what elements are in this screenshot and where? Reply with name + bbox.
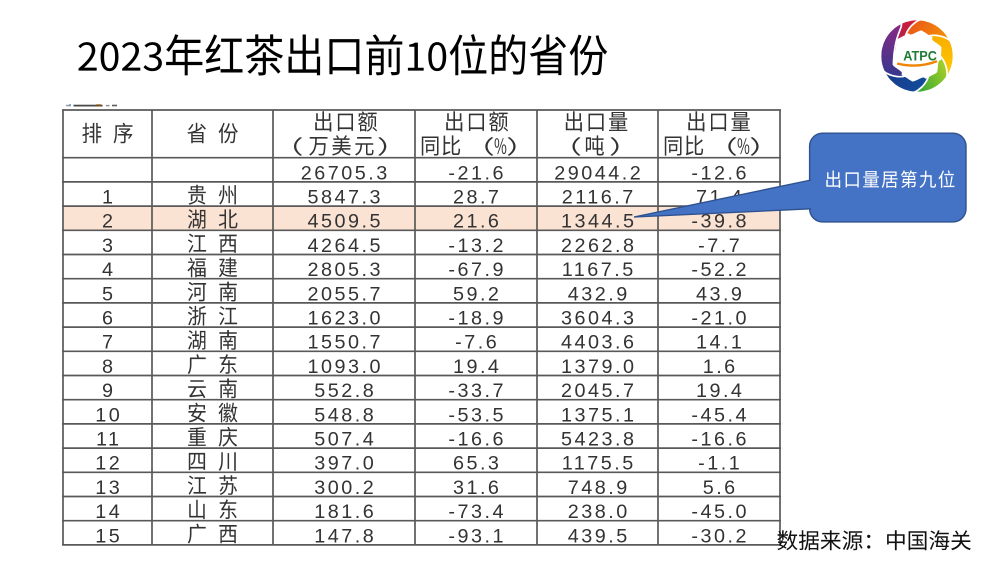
svg-text:-16.6: -16.6 [448,429,506,451]
svg-text:31.6: 31.6 [453,477,502,499]
svg-text:29044.2: 29044.2 [554,162,643,184]
svg-text:300.2: 300.2 [314,477,376,499]
svg-text:5423.8: 5423.8 [561,429,637,451]
svg-text:5.6: 5.6 [703,477,738,499]
svg-text:-21.0: -21.0 [691,308,749,330]
svg-text:-7.6: -7.6 [455,332,499,354]
svg-text:9: 9 [102,380,116,402]
svg-text:-13.2: -13.2 [448,235,506,257]
svg-text:238.0: 238.0 [568,501,630,523]
svg-text:15: 15 [95,525,122,547]
svg-text:-16.6: -16.6 [691,429,749,451]
svg-text:ATPC: ATPC [903,49,937,65]
svg-text:-45.0: -45.0 [691,501,749,523]
svg-text:1.6: 1.6 [703,356,738,378]
svg-text:4509.5: 4509.5 [307,211,383,233]
svg-text:5: 5 [102,283,116,305]
svg-text:4: 4 [102,259,116,281]
svg-text:10: 10 [95,404,122,426]
svg-text:7: 7 [102,332,116,354]
svg-text:65.3: 65.3 [453,453,502,475]
svg-text:4264.5: 4264.5 [307,235,383,257]
svg-text:11: 11 [96,429,122,451]
svg-text:1623.0: 1623.0 [307,308,383,330]
svg-text:43.9: 43.9 [696,283,745,305]
svg-text:1344.5: 1344.5 [561,211,637,233]
svg-text:2805.3: 2805.3 [307,259,383,281]
svg-text:5847.3: 5847.3 [307,187,383,209]
svg-text:4403.6: 4403.6 [561,332,637,354]
svg-text:548.8: 548.8 [314,404,376,426]
svg-text:-53.5: -53.5 [448,404,506,426]
svg-text:1375.1: 1375.1 [561,404,637,426]
svg-text:13: 13 [95,477,122,499]
svg-text:-67.9: -67.9 [448,259,506,281]
svg-text:3: 3 [102,235,116,257]
svg-text:2: 2 [102,211,116,233]
svg-text:1167.5: 1167.5 [562,259,636,281]
svg-text:181.6: 181.6 [314,501,376,523]
svg-text:-30.2: -30.2 [691,525,749,547]
svg-text:2045.7: 2045.7 [561,380,637,402]
svg-text:-18.9: -18.9 [448,308,506,330]
svg-text:14.1: 14.1 [696,332,745,354]
svg-text:-12.6: -12.6 [691,162,749,184]
svg-text:1: 1 [102,187,116,209]
svg-text:28.7: 28.7 [453,187,502,209]
svg-text:2262.8: 2262.8 [561,235,637,257]
svg-text:-39.8: -39.8 [691,211,749,233]
svg-text:14: 14 [95,501,122,523]
svg-text:3604.3: 3604.3 [561,308,637,330]
svg-text:1550.7: 1550.7 [307,332,383,354]
svg-text:-52.2: -52.2 [691,259,749,281]
svg-text:147.8: 147.8 [314,525,376,547]
svg-text:2055.7: 2055.7 [307,283,383,305]
svg-text:748.9: 748.9 [568,477,630,499]
svg-text:2116.7: 2116.7 [562,187,636,209]
svg-text:1379.0: 1379.0 [561,356,637,378]
svg-text:432.9: 432.9 [568,283,630,305]
svg-text:1093.0: 1093.0 [307,356,383,378]
svg-text:-73.4: -73.4 [448,501,506,523]
svg-text:8: 8 [102,356,116,378]
svg-text:19.4: 19.4 [453,356,502,378]
svg-text:-33.7: -33.7 [448,380,506,402]
svg-text:507.4: 507.4 [314,429,376,451]
svg-text:26705.3: 26705.3 [301,162,390,184]
svg-text:19.4: 19.4 [696,380,745,402]
svg-text:-1.1: -1.1 [698,453,742,475]
svg-text:6: 6 [102,308,116,330]
svg-text:1175.5: 1175.5 [562,453,636,475]
svg-text:439.5: 439.5 [568,525,630,547]
svg-text:-7.7: -7.7 [698,235,742,257]
svg-text:-45.4: -45.4 [691,404,749,426]
svg-text:12: 12 [95,453,122,475]
svg-text:397.0: 397.0 [314,453,376,475]
svg-text:21.6: 21.6 [453,211,502,233]
svg-text:552.8: 552.8 [314,380,376,402]
svg-text:-21.6: -21.6 [448,162,506,184]
svg-text:59.2: 59.2 [453,283,502,305]
svg-text:-93.1: -93.1 [448,525,506,547]
